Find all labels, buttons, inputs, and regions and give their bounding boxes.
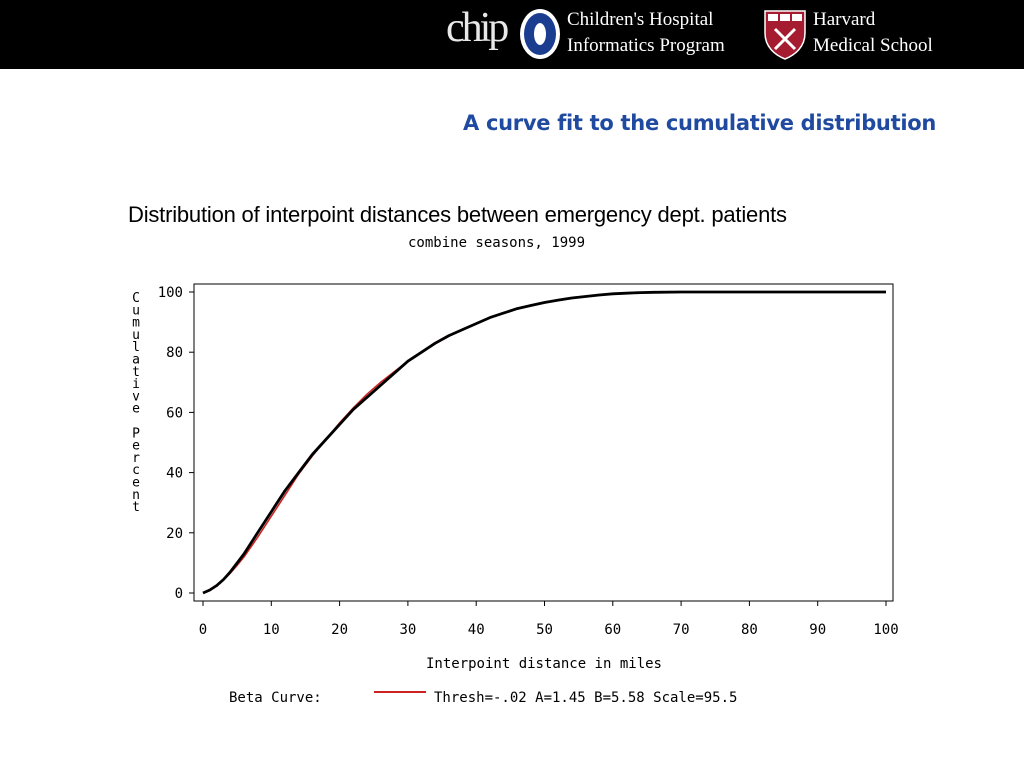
x-tick-label: 100: [873, 622, 898, 638]
y-axis-label-char: u: [132, 328, 140, 343]
x-tick-label: 70: [673, 622, 690, 638]
org1-line1: Children's Hospital: [567, 9, 714, 30]
y-axis-label-char: e: [132, 402, 140, 417]
empirical-curve-line: [202, 290, 886, 595]
legend-series-name: Thresh=-.02 A=1.45 B=5.58 Scale=95.5: [434, 690, 737, 706]
x-tick-label: 90: [809, 622, 826, 638]
y-axis-label-char: t: [132, 500, 140, 515]
x-tick-label: 10: [263, 622, 280, 638]
chart-subtitle: combine seasons, 1999: [408, 235, 586, 251]
y-axis-label-char: i: [132, 377, 140, 392]
org2-line1: Harvard: [813, 9, 876, 30]
legend-label: Beta Curve:: [229, 690, 322, 706]
y-tick-label: 0: [175, 586, 183, 602]
y-axis-label-char: l: [132, 340, 140, 355]
slide-title: A curve fit to the cumulative distributi…: [463, 111, 936, 135]
org2-line2: Medical School: [813, 35, 933, 56]
x-tick-label: 0: [199, 622, 207, 638]
chart-title: Distribution of interpoint distances bet…: [128, 202, 787, 227]
x-tick-label: 60: [604, 622, 621, 638]
chip-logo: chip: [446, 5, 509, 51]
y-tick-label: 40: [166, 466, 183, 482]
y-axis-label-char: r: [132, 451, 140, 466]
y-tick-label: 20: [166, 526, 183, 542]
y-axis-label-char: v: [132, 389, 140, 404]
childrens-hospital-seal-icon: [520, 9, 560, 59]
y-axis-label-char: e: [132, 476, 140, 491]
y-axis-label-char: C: [132, 291, 140, 306]
y-axis-label-char: P: [132, 426, 140, 441]
y-tick-label: 80: [166, 345, 183, 361]
y-tick-label: 100: [158, 285, 183, 301]
header-banner: chip Children's Hospital Informatics Pro…: [0, 0, 1024, 69]
y-axis-label-char: m: [132, 316, 140, 331]
y-tick-label: 60: [166, 405, 183, 421]
x-tick-label: 80: [741, 622, 758, 638]
x-tick-label: 50: [536, 622, 553, 638]
y-axis-label-char: n: [132, 488, 140, 503]
x-axis-label: Interpoint distance in miles: [426, 656, 662, 672]
harvard-shield-icon: [764, 10, 806, 60]
x-tick-label: 40: [468, 622, 485, 638]
x-tick-label: 30: [399, 622, 416, 638]
y-axis-label-char: e: [132, 439, 140, 454]
y-axis-label-char: u: [132, 303, 140, 318]
y-axis-label-char: a: [132, 353, 140, 368]
y-axis-label-char: t: [132, 365, 140, 380]
x-tick-label: 20: [331, 622, 348, 638]
beta-curve-line: [202, 291, 654, 594]
plot-frame: [193, 283, 894, 602]
y-axis-label-char: c: [132, 463, 140, 478]
org1-line2: Informatics Program: [567, 35, 725, 56]
